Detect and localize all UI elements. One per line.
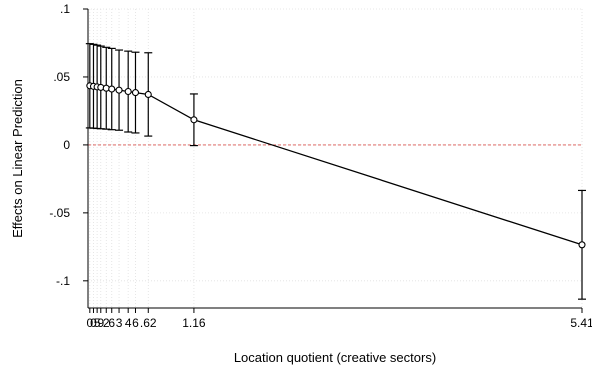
data-point-10	[190, 116, 198, 124]
x-tick-label-4: 2	[103, 316, 110, 330]
x-tick-label-8: 6	[132, 316, 139, 330]
y-tick-label-0: .1	[60, 2, 70, 16]
data-point-6	[115, 86, 123, 94]
x-tick-label-7: 4	[125, 316, 132, 330]
data-point-11	[578, 241, 586, 249]
x-tick-label-10: 1.16	[182, 316, 206, 330]
data-point-9	[144, 90, 152, 99]
x-tick-label-1: 0	[90, 316, 97, 330]
data-point-8	[131, 89, 140, 97]
x-tick-label-0: 0	[86, 316, 93, 330]
y-tick-label-3: -.05	[49, 206, 70, 220]
axes	[87, 9, 582, 309]
x-tick-label-6: 3	[116, 316, 123, 330]
y-tick-label-2: 0	[63, 138, 70, 152]
data-point-5	[108, 85, 116, 93]
x-tick-label-5: 6	[108, 316, 115, 330]
x-tick-label-3: 9	[97, 316, 104, 330]
x-tick-label-11: 5.41	[570, 316, 592, 330]
y-tick-label-1: .05	[53, 70, 70, 84]
y-ticks: .1 .05 0 -.05 -.1	[49, 2, 88, 288]
x-axis-label: Location quotient (creative sectors)	[234, 350, 436, 365]
x-tick-label-2: 5	[94, 316, 101, 330]
y-tick-label-4: -.1	[56, 274, 70, 288]
data-point-7	[124, 87, 132, 96]
data-points	[86, 82, 586, 249]
x-tick-label-9: .62	[140, 316, 157, 330]
y-axis-label: Effects on Linear Prediction	[10, 79, 25, 238]
